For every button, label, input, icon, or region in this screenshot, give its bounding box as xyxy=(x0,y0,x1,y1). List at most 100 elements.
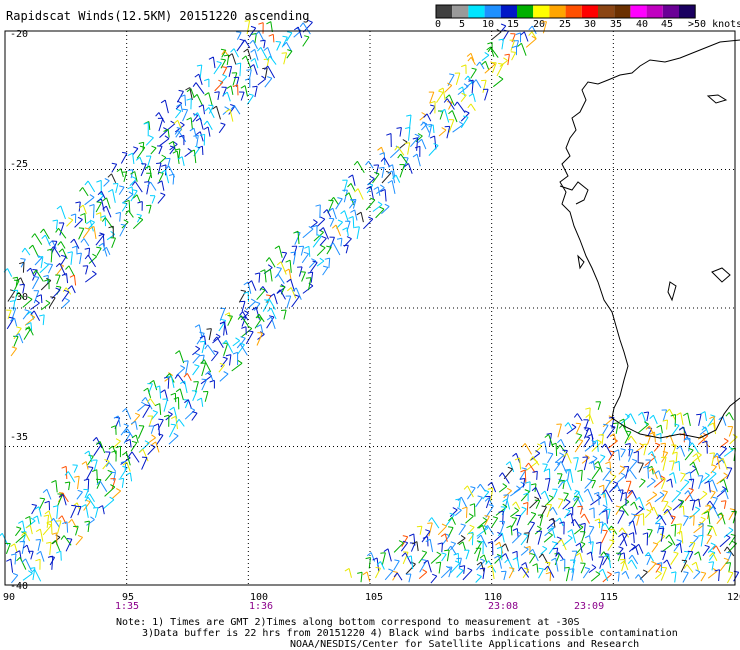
wind-barb xyxy=(267,47,273,60)
wind-barb-flag xyxy=(440,108,446,113)
wind-barb-flag xyxy=(194,324,200,328)
wind-barb-flag xyxy=(695,506,700,510)
wind-barb xyxy=(632,520,637,535)
wind-barb-flag xyxy=(567,529,573,533)
wind-barb-flag xyxy=(115,438,121,442)
wind-barb-flag xyxy=(305,277,311,279)
wind-barb xyxy=(591,467,601,480)
wind-barb-flag xyxy=(379,166,385,169)
wind-barb-flag xyxy=(569,568,575,570)
wind-barb xyxy=(62,248,68,260)
wind-barb-flag xyxy=(173,432,179,437)
wind-barb-flag xyxy=(482,517,488,521)
wind-barb-flag xyxy=(46,522,52,526)
legend-swatch xyxy=(614,5,631,18)
wind-barb-flag xyxy=(63,289,70,293)
wind-barb-flag xyxy=(42,488,48,493)
wind-barb-flag xyxy=(208,104,214,107)
wind-barb-flag xyxy=(379,206,385,210)
wind-barb xyxy=(14,318,18,327)
lon-label-120: 120 xyxy=(727,592,740,603)
wind-barb-flag xyxy=(544,478,550,480)
wind-barb xyxy=(179,388,184,401)
wind-barb xyxy=(543,464,548,473)
wind-barb xyxy=(134,171,138,182)
wind-barb xyxy=(583,437,591,448)
wind-barb xyxy=(88,248,91,257)
wind-barb xyxy=(256,289,266,301)
wind-barb xyxy=(655,564,662,573)
wind-barb xyxy=(454,509,462,516)
wind-barb-flag xyxy=(255,301,261,304)
wind-barb-flag xyxy=(449,512,455,516)
wind-barb-flag xyxy=(470,486,476,489)
wind-barb-flag xyxy=(467,103,472,109)
wind-barb xyxy=(649,502,654,511)
wind-barb xyxy=(48,510,53,520)
wind-barb xyxy=(248,27,257,38)
wind-barb xyxy=(292,251,297,265)
wind-barb xyxy=(653,444,661,452)
wind-barb-flag xyxy=(130,171,135,175)
wind-barb-flag xyxy=(700,516,706,520)
wind-barb-flag xyxy=(246,69,252,71)
wind-barb xyxy=(198,324,203,339)
wind-barb xyxy=(682,572,689,583)
wind-barb-flag xyxy=(709,506,714,511)
wind-barb-flag xyxy=(705,505,711,507)
wind-barb-flag xyxy=(691,561,697,566)
wind-barb xyxy=(159,385,162,399)
wind-barb-flag xyxy=(477,495,483,498)
wind-barb xyxy=(700,474,710,484)
wind-barb xyxy=(441,535,450,546)
wind-barb xyxy=(711,479,718,492)
wind-barb xyxy=(85,461,89,470)
wind-barb-flag xyxy=(269,293,275,298)
wind-barb-flag xyxy=(576,433,582,436)
wind-barb-flag xyxy=(487,481,493,486)
wind-barb-flag xyxy=(444,549,450,552)
wind-barb-flag xyxy=(618,506,623,511)
wind-barb xyxy=(269,55,277,65)
wind-barb-flag xyxy=(243,281,249,286)
wind-barb-flag xyxy=(521,467,527,470)
wind-barb-flag xyxy=(394,146,399,151)
wind-barb xyxy=(675,452,678,463)
wind-barb xyxy=(494,556,502,564)
wind-barb xyxy=(153,380,158,391)
graticule xyxy=(4,30,736,586)
wind-barb xyxy=(159,129,169,138)
wind-barb-flag xyxy=(143,387,148,392)
wind-barb xyxy=(707,544,716,553)
wind-barb-flag xyxy=(61,254,67,258)
wind-barb xyxy=(638,544,644,554)
wind-barb xyxy=(181,156,185,167)
wind-barb xyxy=(659,514,667,526)
wind-barb-flag xyxy=(47,555,53,558)
wind-barb-flag xyxy=(461,64,467,68)
wind-barb xyxy=(106,197,111,209)
wind-barb-flag xyxy=(209,379,215,383)
wind-barb xyxy=(457,537,466,545)
wind-barb-flag xyxy=(673,551,679,554)
wind-barb xyxy=(151,195,156,204)
wind-barb xyxy=(230,85,234,95)
wind-barb xyxy=(376,187,385,195)
wind-barb-flag xyxy=(704,544,710,548)
wind-barb xyxy=(581,531,586,542)
wind-barb-flag xyxy=(344,192,350,197)
wind-barb xyxy=(726,572,734,584)
wind-barb-flag xyxy=(649,506,655,511)
wind-barb-flag xyxy=(37,256,43,258)
wind-barb xyxy=(207,344,216,356)
wind-barb xyxy=(167,129,170,138)
wind-barb xyxy=(186,373,192,381)
wind-barb-flag xyxy=(593,491,599,495)
wind-barb xyxy=(96,469,98,484)
wind-barb-flag xyxy=(51,532,57,535)
wind-barb-flag xyxy=(60,535,65,540)
wind-barb xyxy=(266,316,275,329)
wind-barb-flag xyxy=(256,316,262,319)
wind-barb-flag xyxy=(456,557,462,560)
wind-barb xyxy=(592,461,596,470)
